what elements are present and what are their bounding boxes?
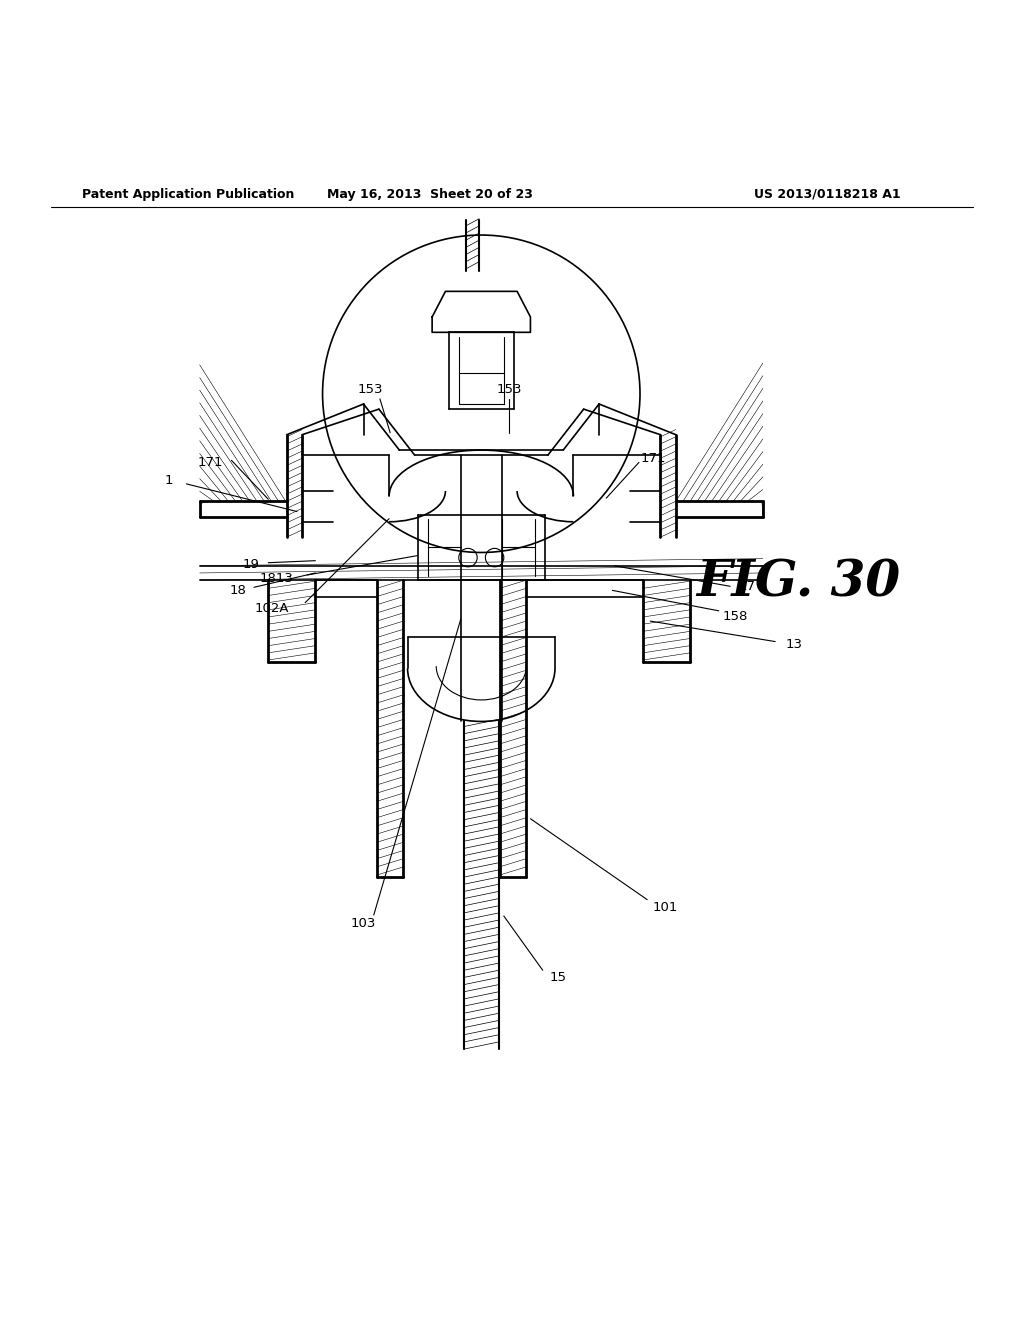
Text: 1813: 1813 <box>259 572 294 585</box>
Text: 18: 18 <box>229 583 246 597</box>
Text: 19: 19 <box>243 558 259 572</box>
Text: 15: 15 <box>550 972 566 983</box>
Text: 153: 153 <box>497 383 521 396</box>
Text: 1: 1 <box>165 474 173 487</box>
Text: 171: 171 <box>198 455 222 469</box>
Text: 17: 17 <box>739 579 756 593</box>
Text: Patent Application Publication: Patent Application Publication <box>82 187 294 201</box>
Text: 103: 103 <box>351 916 376 929</box>
Text: 101: 101 <box>653 902 678 915</box>
Text: 171: 171 <box>641 451 666 465</box>
Text: 158: 158 <box>723 610 748 623</box>
Text: 13: 13 <box>785 638 802 651</box>
Text: May 16, 2013  Sheet 20 of 23: May 16, 2013 Sheet 20 of 23 <box>327 187 534 201</box>
Text: 102A: 102A <box>254 602 289 615</box>
Text: US 2013/0118218 A1: US 2013/0118218 A1 <box>755 187 901 201</box>
Text: 153: 153 <box>358 383 383 396</box>
Text: FIG. 30: FIG. 30 <box>696 558 901 607</box>
